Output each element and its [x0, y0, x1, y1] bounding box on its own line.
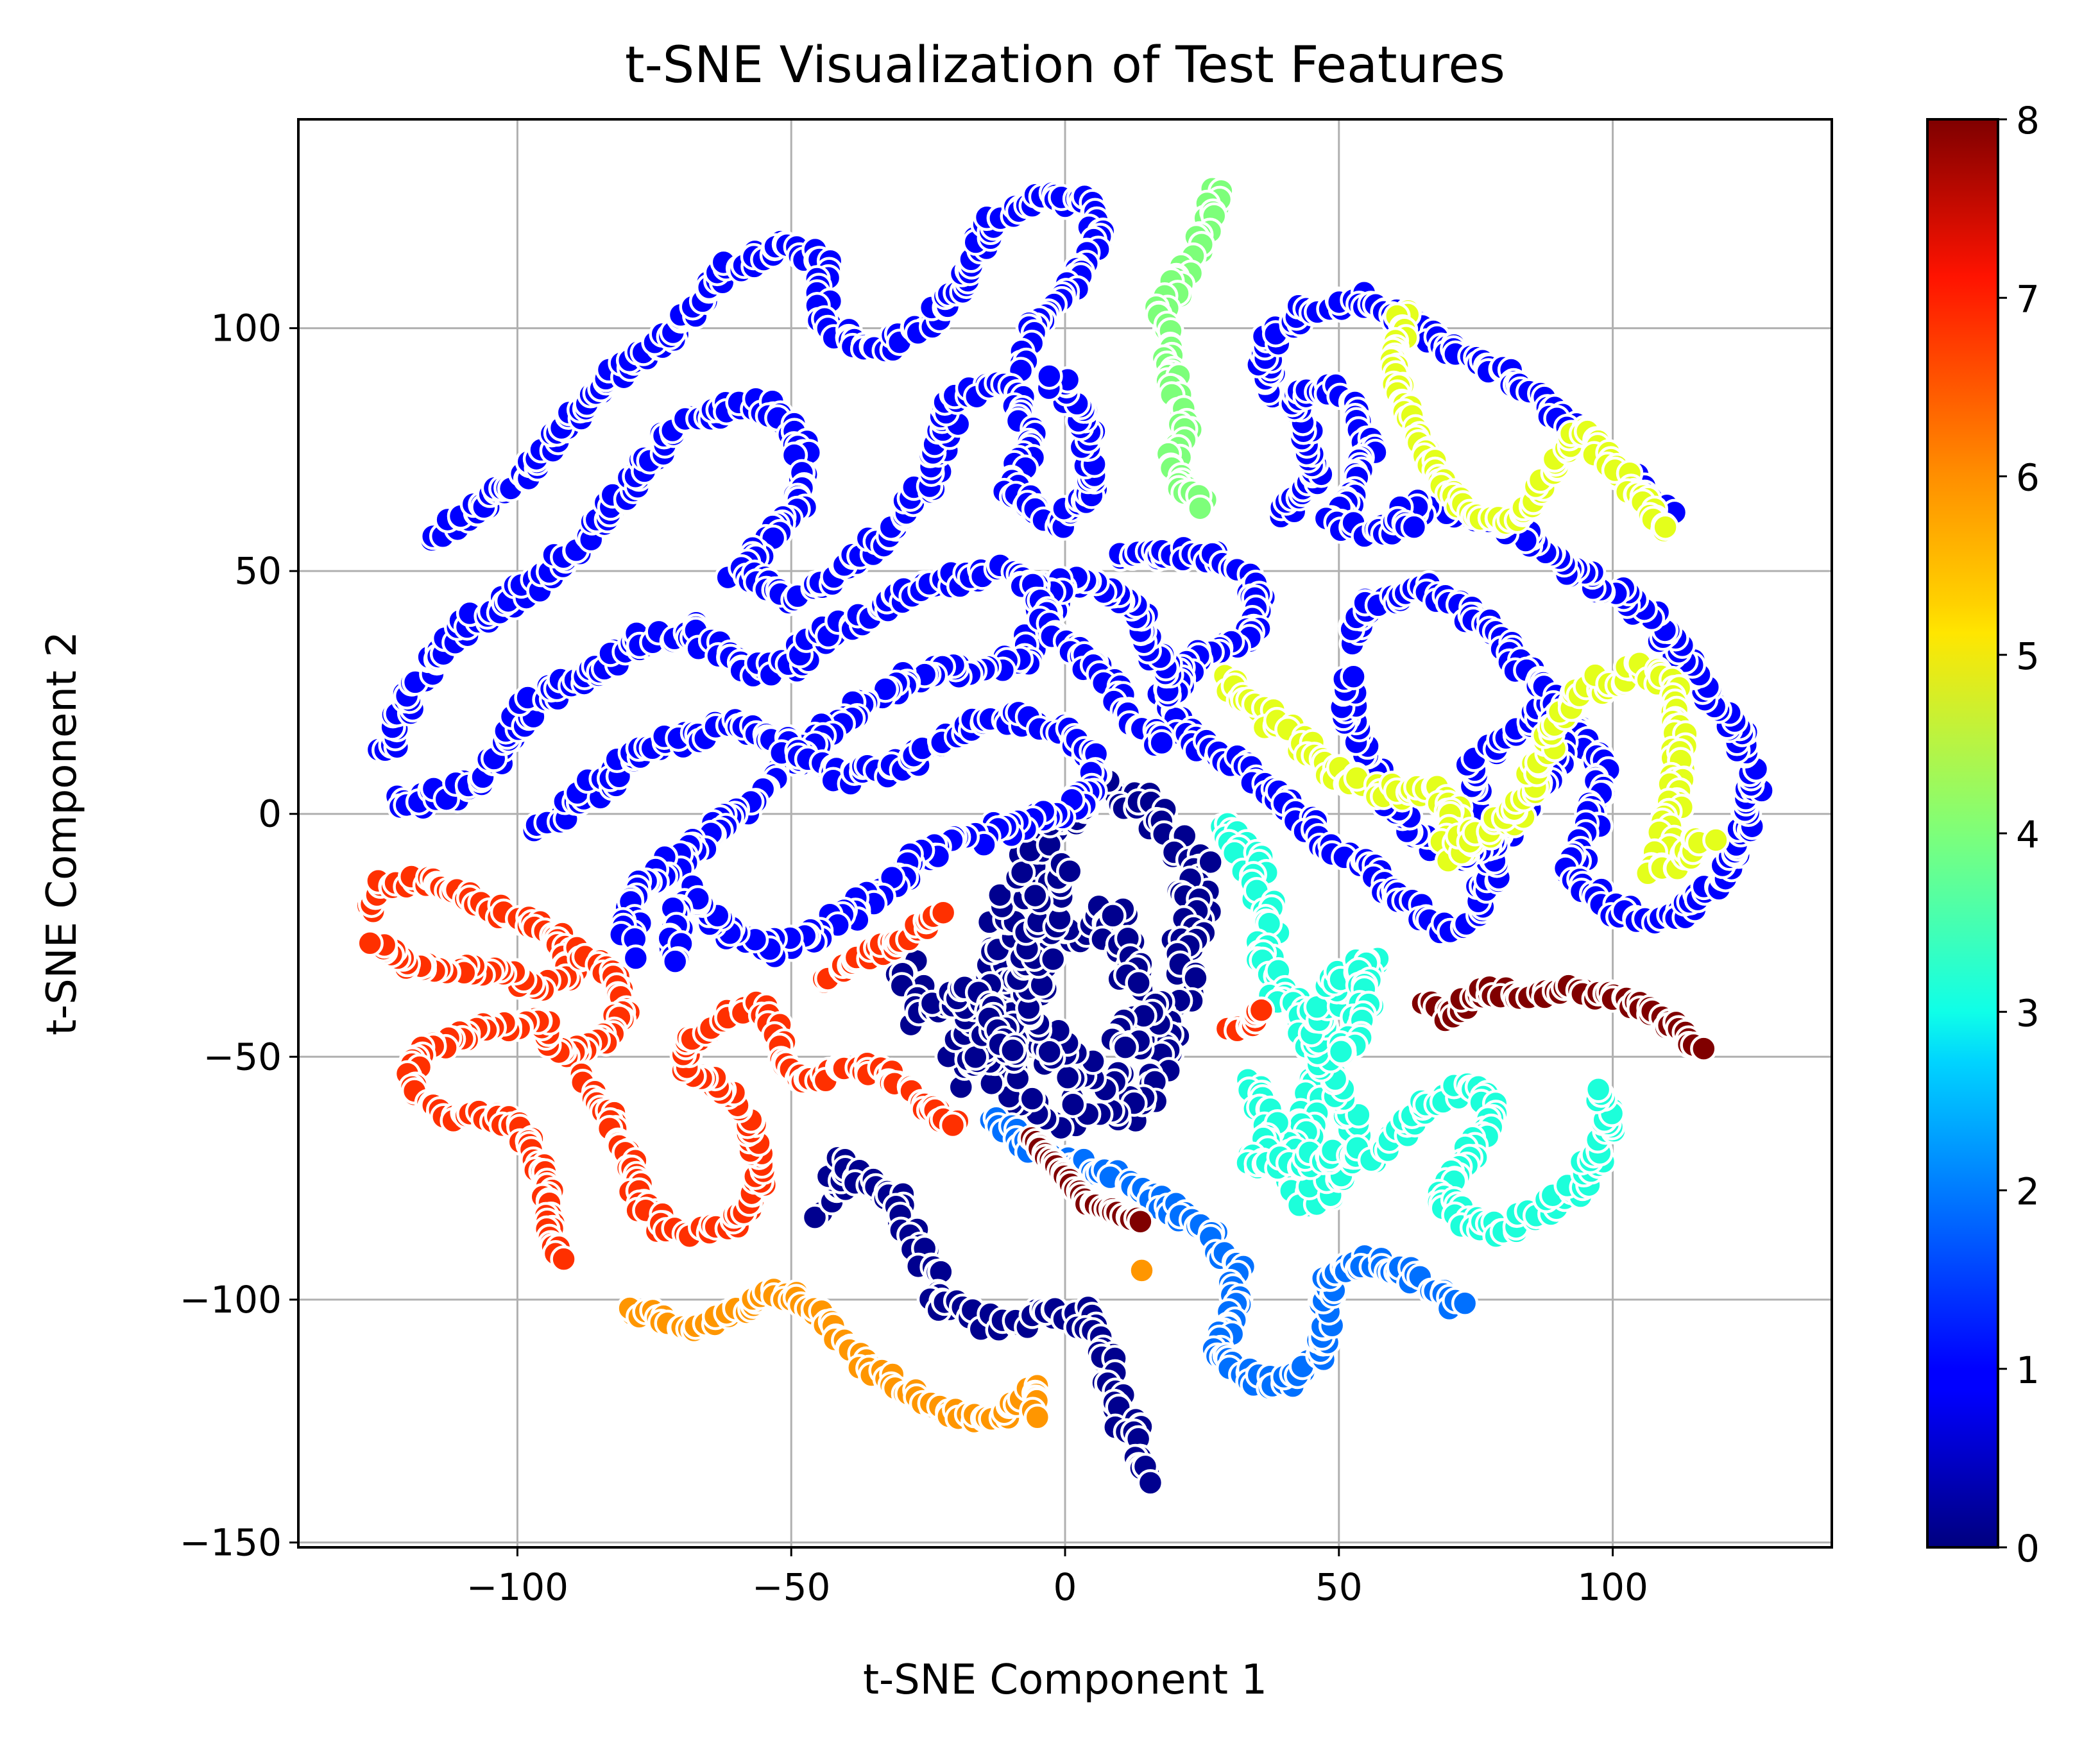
- scatter-point-class-0: [1136, 1469, 1165, 1497]
- scatter-point-class-1: [661, 948, 689, 975]
- scatter-point-class-0: [1021, 881, 1049, 910]
- scatter-point-class-0: [1055, 857, 1084, 885]
- y-tick-label: −50: [203, 1035, 282, 1078]
- scatter-point-class-0: [1099, 902, 1127, 930]
- scatter-point-class-0: [1039, 945, 1067, 973]
- scatter-point-class-0: [801, 1203, 829, 1231]
- scatter-point-class-1: [1400, 513, 1428, 541]
- scatter-point-class-0: [999, 1036, 1027, 1064]
- scatter-point-class-1: [622, 944, 650, 972]
- colorbar-tick-label: 1: [2016, 1348, 2040, 1392]
- scatter-point-class-3: [1584, 1076, 1612, 1103]
- scatter-point-class-7: [929, 899, 957, 926]
- scatter-point-class-0: [1036, 1038, 1063, 1066]
- x-tick-label: −50: [752, 1565, 830, 1609]
- x-tick-label: −100: [466, 1565, 568, 1609]
- scatter-point-class-6: [1023, 1404, 1052, 1431]
- scatter-point-class-1: [1148, 729, 1175, 757]
- y-tick-label: −150: [180, 1520, 282, 1564]
- scatter-point-class-6: [1128, 1257, 1156, 1284]
- colorbar-tick-label: 8: [2016, 99, 2040, 142]
- scatter-point-class-7: [939, 1111, 967, 1139]
- scatter-point-class-0: [1182, 964, 1209, 992]
- x-axis-label: t-SNE Component 1: [863, 1656, 1267, 1704]
- y-tick-label: 0: [258, 792, 282, 836]
- scatter-point-class-3: [1327, 1038, 1355, 1066]
- scatter-point-class-0: [1197, 848, 1224, 876]
- scatter-point-class-7: [356, 930, 384, 957]
- scatter-point-class-7: [550, 1245, 577, 1273]
- scatter-point-class-0: [1018, 1085, 1046, 1112]
- chart-title: t-SNE Visualization of Test Features: [625, 37, 1505, 94]
- scatter-point-class-0: [1111, 1033, 1140, 1061]
- colorbar-tick-label: 3: [2016, 991, 2040, 1035]
- scatter-point-class-1: [1340, 663, 1367, 691]
- colorbar-tick-label: 6: [2016, 456, 2040, 500]
- scatter-point-class-8: [1690, 1035, 1718, 1062]
- colorbar-ticks: 0 1 2 3 4 5 6 7 8: [1998, 99, 2040, 1570]
- colorbar-tick-label: 2: [2016, 1170, 2040, 1214]
- colorbar-tick-label: 4: [2016, 813, 2040, 856]
- colorbar-gradient: [1926, 118, 1999, 1549]
- scatter-point-class-7: [1247, 996, 1276, 1024]
- y-tick-label: 100: [210, 307, 282, 350]
- colorbar: 0 1 2 3 4 5 6 7 8: [1926, 99, 2040, 1570]
- scatter-point-class-5: [1702, 826, 1730, 854]
- colorbar-tick-label: 0: [2016, 1527, 2040, 1570]
- x-axis: −100 −50 0 50 100: [466, 1547, 1648, 1609]
- y-tick-label: −100: [180, 1278, 282, 1322]
- scatter-point-class-0: [1059, 1091, 1087, 1118]
- y-axis: −150 −100 −50 0 50 100: [180, 307, 298, 1564]
- scatter-point-class-4: [1186, 494, 1214, 522]
- colorbar-tick-label: 7: [2016, 277, 2040, 321]
- y-tick-label: 50: [234, 549, 282, 593]
- x-tick-label: 100: [1577, 1565, 1648, 1609]
- scatter-point-class-8: [1127, 1207, 1154, 1236]
- scatter-point-class-1: [1036, 362, 1063, 390]
- scatter-point-class-5: [1652, 513, 1679, 541]
- y-axis-label: t-SNE Component 2: [38, 631, 86, 1035]
- x-tick-label: 50: [1315, 1565, 1363, 1609]
- x-tick-label: 0: [1054, 1565, 1077, 1609]
- colorbar-tick-label: 5: [2016, 634, 2040, 678]
- scatter-points: [354, 174, 1775, 1497]
- scatter-point-class-2: [1451, 1289, 1479, 1317]
- scatter-point-class-0: [1125, 969, 1152, 997]
